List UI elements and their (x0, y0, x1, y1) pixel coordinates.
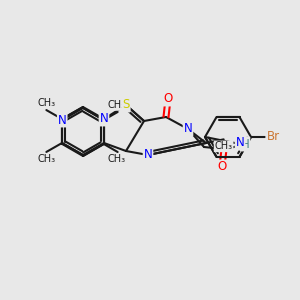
Text: S: S (122, 98, 130, 112)
Text: N: N (100, 112, 108, 125)
Text: CH₃: CH₃ (37, 154, 56, 164)
Text: CH₃: CH₃ (37, 98, 56, 108)
Text: O: O (164, 92, 172, 106)
Text: N: N (58, 113, 67, 127)
Text: N: N (236, 136, 244, 149)
Text: CH₃: CH₃ (108, 100, 126, 110)
Text: N: N (184, 122, 192, 136)
Text: H: H (241, 137, 249, 151)
Text: CH₃: CH₃ (214, 141, 233, 152)
Text: Br: Br (266, 130, 280, 143)
Text: O: O (218, 160, 226, 173)
Text: CH₃: CH₃ (108, 154, 126, 164)
Text: N: N (144, 148, 152, 161)
